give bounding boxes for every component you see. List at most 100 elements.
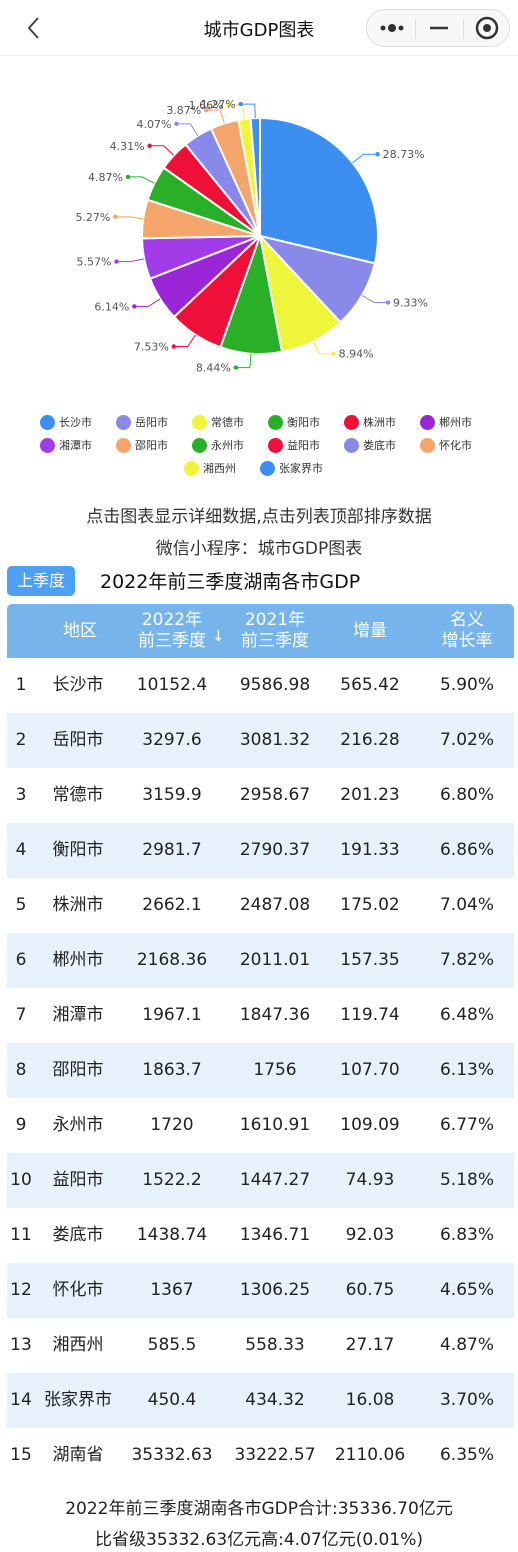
cell-growth-rate: 6.86% <box>439 840 494 860</box>
cell-gdp-2021: 1306.25 <box>239 1280 311 1300</box>
pie-slice[interactable] <box>259 116 379 265</box>
slice-label-line <box>352 153 378 164</box>
legend-item[interactable]: 益阳市 <box>268 436 320 454</box>
legend-item[interactable]: 邵阳市 <box>116 436 168 454</box>
cell-gdp-2022: 3297.6 <box>142 730 202 750</box>
table-row[interactable]: 10 益阳市 1522.2 1447.27 74.93 5.18% <box>7 1153 514 1208</box>
cell-increase: 191.33 <box>340 840 400 860</box>
legend-color-dot <box>344 437 359 453</box>
cell-rank: 4 <box>15 840 27 860</box>
table-row[interactable]: 13 湘西州 585.5 558.33 27.17 4.87% <box>7 1318 514 1373</box>
slice-percent-label: 5.27% <box>75 211 110 224</box>
slice-percent-label: 5.57% <box>77 256 112 269</box>
legend-item[interactable]: 株洲市 <box>344 413 396 431</box>
cell-gdp-2021: 1610.91 <box>239 1115 311 1135</box>
cell-region: 邵阳市 <box>52 1060 104 1080</box>
table-row[interactable]: 9 永州市 1720 1610.91 109.09 6.77% <box>7 1098 514 1153</box>
cell-growth-rate: 7.04% <box>439 895 494 915</box>
table-row[interactable]: 8 邵阳市 1863.7 1756 107.70 6.13% <box>7 1043 514 1098</box>
legend-item[interactable]: 娄底市 <box>344 436 396 454</box>
cell-increase: 109.09 <box>340 1115 400 1135</box>
cell-increase: 175.02 <box>340 895 400 915</box>
slice-percent-label: 1.66% <box>189 99 224 112</box>
slice-label-line <box>176 123 199 136</box>
legend-item[interactable]: 常德市 <box>192 413 244 431</box>
legend-label: 常德市 <box>211 416 244 429</box>
table-header: 地区 2022年 前三季度 ↓ 2021年 前三季度 增量 名义 增长率 <box>7 604 514 658</box>
province-comparison: 比省级35332.63亿元高:4.07亿元(0.01%) <box>95 1530 423 1550</box>
cell-gdp-2021: 434.32 <box>245 1390 305 1410</box>
cell-region: 怀化市 <box>52 1280 104 1300</box>
legend-label: 益阳市 <box>287 439 320 452</box>
capsule-divider <box>463 19 464 39</box>
table-row[interactable]: 15 湖南省 35332.63 33222.57 2110.06 6.35% <box>7 1428 514 1483</box>
cell-region: 娄底市 <box>52 1225 104 1245</box>
slice-label-dot <box>375 152 380 157</box>
slice-label-dot <box>233 365 239 370</box>
legend-item[interactable]: 衡阳市 <box>268 413 320 431</box>
previous-quarter-button[interactable]: 上季度 <box>7 566 75 596</box>
table-row[interactable]: 12 怀化市 1367 1306.25 60.75 4.65% <box>7 1263 514 1318</box>
slice-percent-label: 8.44% <box>196 362 231 375</box>
slice-percent-label: 8.94% <box>339 348 374 361</box>
table-row[interactable]: 7 湘潭市 1967.1 1847.36 119.74 6.48% <box>7 988 514 1043</box>
back-arrow-icon[interactable] <box>20 14 48 42</box>
legend-item[interactable]: 郴州市 <box>420 413 472 431</box>
slice-percent-label: 6.14% <box>94 300 129 313</box>
table-row[interactable]: 1 长沙市 10152.4 9586.98 565.42 5.90% <box>7 658 514 713</box>
gdp-pie-chart[interactable]: 28.73% 9.33% 8.94% 8.44% 7.53% 6.14% 5.57% 5.27… <box>0 56 518 400</box>
legend-label: 永州市 <box>211 439 244 452</box>
slice-label-line <box>116 258 145 263</box>
column-header-2022[interactable]: 2022年 前三季度 ↓ <box>122 604 225 658</box>
table-row[interactable]: 14 张家界市 450.4 434.32 16.08 3.70% <box>7 1373 514 1428</box>
cell-rank: 10 <box>10 1170 32 1190</box>
column-header-2021[interactable]: 2021年 前三季度 <box>225 604 325 658</box>
table-row[interactable]: 3 常德市 3159.9 2958.67 201.23 6.80% <box>7 768 514 823</box>
legend-item[interactable]: 张家界市 <box>260 459 323 477</box>
cell-gdp-2021: 2790.37 <box>239 840 311 860</box>
legend-item[interactable]: 怀化市 <box>420 436 472 454</box>
slice-percent-label: 9.33% <box>393 296 428 309</box>
legend-item[interactable]: 湘西州 <box>184 459 236 477</box>
slice-percent-label: 1.27% <box>201 98 236 111</box>
column-header-region[interactable]: 地区 <box>45 604 115 658</box>
column-header-increase[interactable]: 增量 <box>330 604 410 658</box>
table-row[interactable]: 4 衡阳市 2981.7 2790.37 191.33 6.86% <box>7 823 514 878</box>
legend-color-dot <box>344 414 359 430</box>
legend-color-dot <box>192 414 207 430</box>
top-bar: 城市GDP图表 <box>0 0 518 56</box>
table-row[interactable]: 6 郴州市 2168.36 2011.01 157.35 7.82% <box>7 933 514 988</box>
close-target-icon[interactable] <box>463 10 511 46</box>
slice-label-line <box>149 145 175 156</box>
minimize-icon[interactable] <box>415 10 463 46</box>
cell-increase: 216.28 <box>340 730 400 750</box>
legend-item[interactable]: 岳阳市 <box>116 413 168 431</box>
cell-region: 湘潭市 <box>52 1005 104 1025</box>
table-row[interactable]: 5 株洲市 2662.1 2487.08 175.02 7.04% <box>7 878 514 933</box>
cell-region: 永州市 <box>52 1115 104 1135</box>
cell-gdp-2021: 1756 <box>253 1060 297 1080</box>
cell-growth-rate: 7.02% <box>439 730 494 750</box>
slice-label-line <box>134 298 161 307</box>
cell-rank: 11 <box>10 1225 32 1245</box>
legend-item[interactable]: 永州市 <box>192 436 244 454</box>
cell-growth-rate: 6.13% <box>439 1060 494 1080</box>
legend-item[interactable]: 湘潭市 <box>40 436 92 454</box>
cell-increase: 16.08 <box>345 1390 395 1410</box>
legend-color-dot <box>184 460 199 476</box>
legend-color-dot <box>268 437 283 453</box>
cell-rank: 6 <box>15 950 27 970</box>
cell-gdp-2022: 2662.1 <box>142 895 202 915</box>
capsule-divider <box>415 19 416 39</box>
cell-gdp-2022: 2981.7 <box>142 840 202 860</box>
cell-gdp-2021: 1346.71 <box>239 1225 311 1245</box>
more-menu-icon[interactable] <box>367 10 415 46</box>
table-row[interactable]: 2 岳阳市 3297.6 3081.32 216.28 7.02% <box>7 713 514 768</box>
slice-label-dot <box>125 174 131 180</box>
column-header-rate-line1: 名义 <box>450 610 484 630</box>
cell-growth-rate: 5.18% <box>439 1170 494 1190</box>
legend-item[interactable]: 长沙市 <box>40 413 92 431</box>
column-header-growth-rate[interactable]: 名义 增长率 <box>422 604 512 658</box>
hint-text: 点击图表显示详细数据,点击列表顶部排序数据 <box>86 507 432 527</box>
table-row[interactable]: 11 娄底市 1438.74 1346.71 92.03 6.83% <box>7 1208 514 1263</box>
